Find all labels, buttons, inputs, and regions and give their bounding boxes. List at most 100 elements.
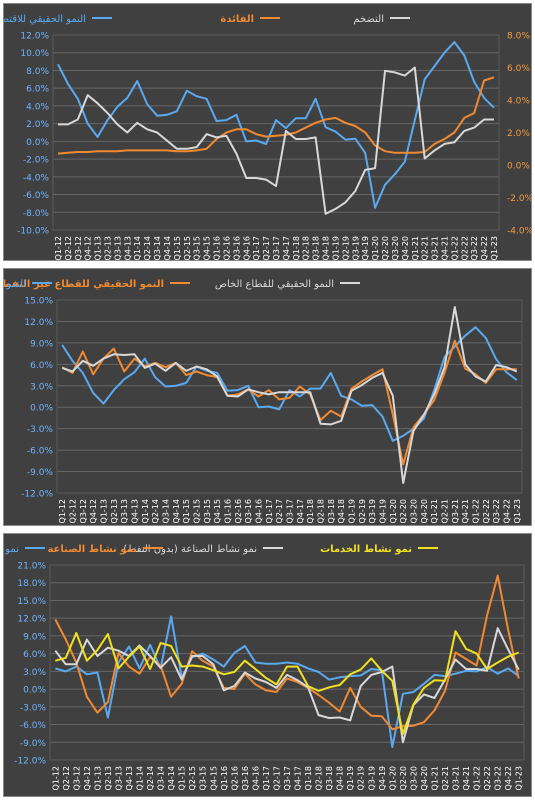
- y-tick-label: -4.0%: [23, 173, 50, 183]
- x-tick-label: Q2-20: [399, 499, 408, 523]
- x-tick-label: Q3-21: [431, 236, 440, 260]
- x-tick-label: Q4-15: [213, 499, 222, 523]
- legend-label-2: الفائدة: [220, 14, 254, 25]
- y-right-tick-label: 6.0%: [507, 64, 530, 74]
- x-tick-label: Q2-12: [64, 236, 73, 260]
- x-tick-label: Q4-16: [242, 236, 251, 260]
- legend-label-2: النمو الحقيقي للقطاع غير النفطي: [4, 279, 164, 290]
- x-tick-label: Q4-18: [336, 766, 345, 790]
- x-tick-label: Q2-17: [272, 766, 281, 790]
- x-tick-label: Q1-22: [450, 236, 459, 260]
- x-tick-label: Q4-19: [378, 766, 387, 790]
- x-tick-label: Q2-16: [222, 236, 231, 260]
- x-tick-label: Q3-21: [451, 499, 460, 523]
- x-tick-label: Q3-14: [162, 499, 171, 523]
- x-tick-label: Q1-12: [58, 499, 67, 523]
- x-tick-label: Q1-17: [252, 236, 261, 260]
- x-tick-label: Q1-23: [515, 766, 524, 790]
- x-tick-label: Q4-14: [167, 766, 176, 790]
- y-tick-label: 3.0%: [23, 668, 46, 678]
- series-line-3: [58, 66, 494, 215]
- y-tick-label: -3.0%: [20, 703, 47, 713]
- x-tick-label: Q3-13: [114, 766, 123, 790]
- x-tick-label: Q4-20: [401, 236, 410, 260]
- y-tick-label: -12.0%: [21, 490, 53, 500]
- plot-area: [52, 34, 500, 231]
- x-tick-label: Q1-14: [136, 766, 145, 790]
- x-tick-label: Q1-20: [388, 766, 397, 790]
- x-tick-label: Q3-20: [409, 766, 418, 790]
- x-tick-label: Q2-14: [151, 499, 160, 523]
- legend-label-1: النمو الحقيقي للاقتصاد: [4, 14, 86, 25]
- x-tick-label: Q2-17: [275, 499, 284, 523]
- x-tick-label: Q1-13: [94, 236, 103, 260]
- x-tick-label: Q1-18: [304, 766, 313, 790]
- x-tick-label: Q4-21: [440, 236, 449, 260]
- series-line-3: [61, 306, 518, 484]
- x-tick-label: Q2-12: [69, 499, 78, 523]
- x-tick-label: Q2-18: [302, 236, 311, 260]
- x-tick-label: Q2-22: [483, 766, 492, 790]
- x-tick-label: Q4-20: [420, 499, 429, 523]
- plot-area: [56, 299, 523, 494]
- x-tick-label: Q4-13: [123, 236, 132, 260]
- y-tick-label: 6.0%: [30, 361, 53, 371]
- series-line-3: [54, 627, 520, 744]
- x-tick-label: Q1-13: [93, 766, 102, 790]
- x-tick-label: Q1-15: [173, 236, 182, 260]
- x-tick-label: Q4-12: [89, 499, 98, 523]
- x-tick-label: Q2-21: [441, 766, 450, 790]
- y-tick-label: -2.0%: [23, 156, 50, 166]
- x-tick-label: Q2-22: [460, 236, 469, 260]
- y-right-tick-label: 8.0%: [507, 32, 530, 42]
- x-tick-label: Q1-19: [331, 236, 340, 260]
- x-tick-label: Q3-19: [368, 499, 377, 523]
- y-tick-label: 9.0%: [30, 339, 53, 349]
- x-tick-label: Q2-15: [193, 499, 202, 523]
- x-tick-label: Q2-12: [62, 766, 71, 790]
- legend-label-3: نمو نشاط الصناعة (بدون النفط): [123, 544, 257, 555]
- x-tick-label: Q1-18: [306, 499, 315, 523]
- x-tick-label: Q2-21: [441, 499, 450, 523]
- x-tick-label: Q4-12: [84, 236, 93, 260]
- x-tick-label: Q4-16: [255, 499, 264, 523]
- y-tick-label: -6.0%: [23, 191, 50, 201]
- x-tick-label: Q1-17: [262, 766, 271, 790]
- x-tick-label: Q2-22: [482, 499, 491, 523]
- x-tick-label: Q4-14: [172, 499, 181, 523]
- y-tick-label: 12.0%: [24, 318, 53, 328]
- legend-label-3: التضخم: [353, 14, 384, 25]
- x-tick-label: Q4-21: [461, 499, 470, 523]
- x-tick-label: Q1-16: [213, 236, 222, 260]
- x-tick-label: Q1-13: [100, 499, 109, 523]
- x-tick-label: Q2-19: [341, 236, 350, 260]
- x-tick-label: Q1-21: [430, 766, 439, 790]
- x-tick-label: Q4-15: [209, 766, 218, 790]
- y-tick-label: 8.0%: [26, 67, 49, 77]
- x-tick-label: Q1-14: [133, 236, 142, 260]
- y-tick-label: 9.0%: [23, 632, 46, 642]
- x-tick-label: Q3-16: [244, 499, 253, 523]
- x-tick-label: Q2-18: [317, 499, 326, 523]
- x-tick-label: Q3-13: [120, 499, 129, 523]
- x-tick-label: Q1-20: [371, 236, 380, 260]
- x-tick-label: Q3-14: [157, 766, 166, 790]
- x-tick-label: Q2-20: [399, 766, 408, 790]
- x-tick-label: Q4-22: [480, 236, 489, 260]
- x-tick-label: Q3-12: [79, 499, 88, 523]
- x-tick-label: Q4-17: [294, 766, 303, 790]
- x-tick-label: Q1-21: [411, 236, 420, 260]
- x-tick-label: Q4-18: [322, 236, 331, 260]
- x-tick-label: Q2-14: [146, 766, 155, 790]
- y-tick-label: 4.0%: [26, 102, 49, 112]
- x-tick-label: Q1-23: [513, 499, 522, 523]
- x-tick-label: Q1-16: [220, 766, 229, 790]
- x-tick-label: Q2-16: [234, 499, 243, 523]
- x-tick-label: Q4-12: [83, 766, 92, 790]
- x-tick-label: Q4-18: [337, 499, 346, 523]
- x-tick-label: Q4-22: [503, 499, 512, 523]
- series-line-4: [55, 630, 520, 735]
- x-tick-label: Q4-21: [462, 766, 471, 790]
- x-tick-label: Q4-22: [504, 766, 513, 790]
- x-tick-label: Q3-15: [193, 236, 202, 260]
